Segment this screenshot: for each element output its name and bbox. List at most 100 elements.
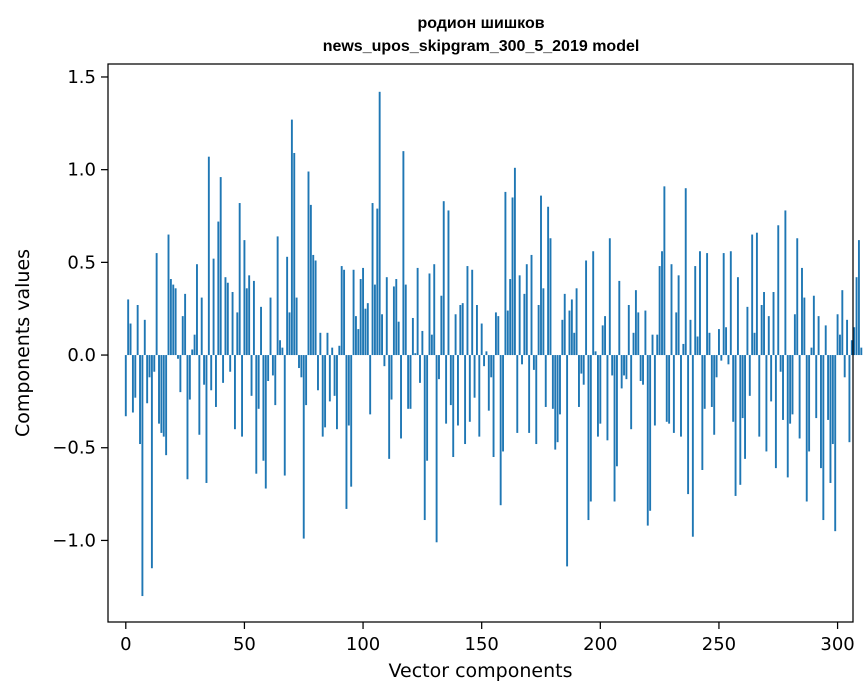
- bar-282: [793, 314, 796, 356]
- bar-142: [461, 303, 464, 356]
- bar-152: [485, 351, 488, 356]
- bar-214: [632, 332, 635, 356]
- bar-226: [661, 251, 663, 356]
- bar-216: [637, 312, 640, 356]
- bar-188: [570, 299, 573, 356]
- bar-260: [741, 355, 744, 419]
- bar-53: [250, 355, 253, 396]
- bar-203: [606, 355, 609, 441]
- bar-19: [169, 279, 172, 356]
- bar-270: [765, 355, 768, 452]
- bar-39: [217, 221, 220, 356]
- bar-80: [314, 260, 317, 356]
- bar-289: [810, 347, 813, 356]
- bar-209: [620, 355, 623, 389]
- bar-31: [198, 355, 201, 435]
- bar-163: [511, 197, 514, 356]
- bar-51: [245, 288, 248, 356]
- bar-288: [808, 355, 811, 452]
- bar-267: [758, 355, 761, 437]
- bar-310: [860, 347, 863, 356]
- bar-213: [630, 355, 633, 430]
- bar-66: [281, 347, 284, 356]
- bar-6: [139, 355, 141, 445]
- bar-23: [179, 355, 182, 393]
- bar-287: [805, 355, 808, 502]
- y-axis-label: Components values: [12, 249, 34, 437]
- bar-11: [150, 355, 153, 569]
- bar-12: [153, 355, 156, 372]
- bar-194: [585, 260, 588, 356]
- bar-8: [143, 319, 146, 356]
- bar-79: [312, 254, 315, 356]
- bar-26: [186, 355, 189, 480]
- bar-30: [196, 264, 198, 356]
- bar-147: [473, 355, 476, 398]
- bar-212: [627, 305, 630, 356]
- bar-22: [177, 355, 179, 359]
- x-tick-label: 100: [346, 634, 380, 655]
- bar-118: [404, 284, 407, 356]
- bar-153: [487, 355, 490, 411]
- bar-72: [295, 297, 298, 356]
- bar-292: [817, 316, 820, 356]
- bar-127: [426, 355, 429, 461]
- bar-207: [615, 355, 618, 467]
- bar-273: [772, 292, 775, 356]
- bar-248: [713, 355, 716, 435]
- bar-145: [468, 355, 471, 422]
- bar-167: [521, 355, 523, 365]
- bar-157: [497, 316, 500, 356]
- x-axis: 0 50 100 150 200 250 300: [120, 622, 855, 655]
- bar-296: [827, 355, 830, 420]
- bar-159: [502, 355, 504, 452]
- bar-141: [459, 305, 462, 356]
- x-axis-label: Vector components: [389, 660, 573, 682]
- bar-4: [134, 355, 137, 398]
- bar-261: [744, 355, 746, 459]
- bar-123: [416, 267, 419, 356]
- bar-208: [618, 280, 621, 356]
- bar-135: [445, 355, 448, 424]
- bar-223: [653, 355, 656, 426]
- bar-301: [839, 334, 841, 356]
- bar-131: [435, 355, 438, 543]
- bar-219: [644, 310, 647, 356]
- bar-175: [540, 195, 542, 356]
- bar-56: [257, 355, 260, 409]
- bar-138: [452, 355, 455, 458]
- bar-112: [390, 355, 393, 400]
- bar-124: [419, 355, 421, 383]
- bar-262: [746, 306, 749, 356]
- bar-24: [181, 316, 184, 356]
- bar-250: [718, 329, 720, 356]
- bar-293: [820, 355, 822, 469]
- bar-199: [597, 355, 599, 437]
- bar-206: [613, 355, 616, 502]
- bar-83: [321, 355, 324, 437]
- bar-200: [599, 355, 602, 424]
- bar-111: [388, 355, 391, 459]
- bar-115: [397, 321, 400, 356]
- bar-99: [359, 279, 362, 356]
- bar-43: [226, 282, 229, 356]
- x-tick-label: 0: [120, 634, 131, 655]
- bar-308: [855, 277, 858, 356]
- bar-241: [696, 336, 699, 356]
- bar-182: [556, 355, 559, 443]
- bar-240: [694, 266, 697, 356]
- bar-0: [124, 355, 127, 417]
- bar-172: [532, 355, 535, 370]
- bar-257: [734, 355, 737, 496]
- bar-13: [155, 253, 158, 356]
- bar-198: [594, 351, 597, 356]
- x-tick-label: 250: [702, 634, 736, 655]
- bar-57: [260, 306, 262, 356]
- bar-series: [124, 91, 863, 597]
- x-tick-label: 300: [820, 634, 854, 655]
- bar-150: [480, 323, 483, 356]
- bar-93: [345, 355, 348, 509]
- bar-77: [307, 171, 310, 356]
- bar-202: [604, 316, 607, 356]
- bar-238: [689, 319, 692, 356]
